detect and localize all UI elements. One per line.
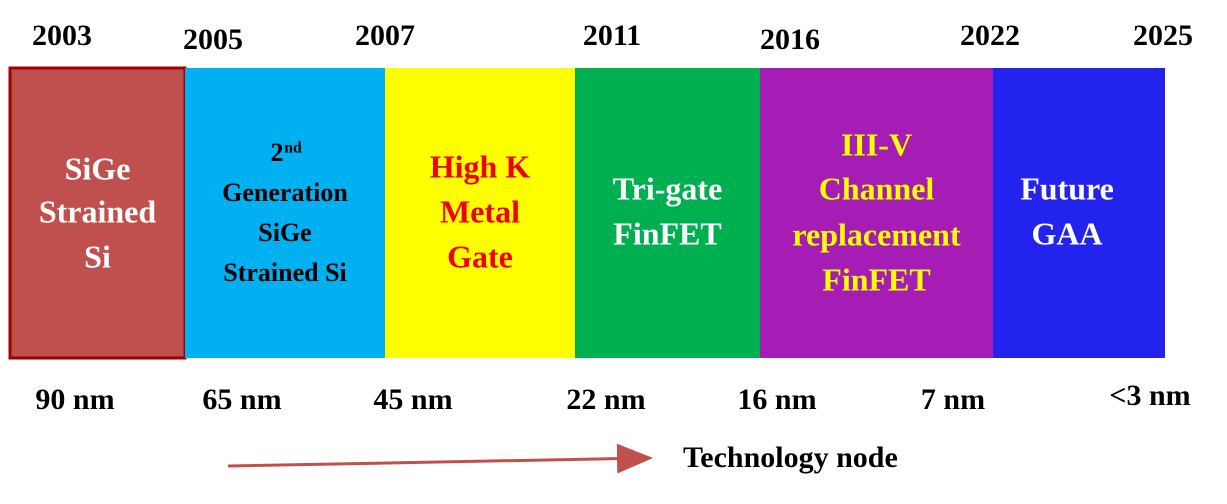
- block-label: replacement: [792, 216, 961, 252]
- year-label: 2011: [583, 19, 641, 52]
- node-label: 22 nm: [566, 383, 645, 416]
- node-label: <3 nm: [1109, 379, 1190, 412]
- block-label: Channel: [819, 170, 935, 206]
- year-label: 2025: [1133, 19, 1193, 52]
- timeline-block: [185, 68, 385, 358]
- node-label: 90 nm: [35, 383, 114, 416]
- year-label: 2007: [355, 19, 415, 52]
- arrow: [227, 443, 653, 474]
- block-label: FinFET: [822, 261, 930, 297]
- year-label: 2016: [760, 23, 820, 56]
- block-label: III-V: [841, 126, 912, 162]
- node-label: 16 nm: [737, 383, 816, 416]
- axis-label: Technology node: [683, 441, 898, 474]
- node-label: 45 nm: [373, 383, 452, 416]
- timeline-block: [575, 68, 760, 358]
- block-label: SiGe: [258, 218, 311, 247]
- node-label: 65 nm: [202, 383, 281, 416]
- block-label: Future: [1020, 170, 1114, 206]
- block-label: Strained: [39, 193, 157, 229]
- year-label: 2022: [960, 19, 1020, 52]
- timeline-block: [8, 66, 187, 360]
- block-label: SiGe: [65, 150, 131, 186]
- block-label: FinFET: [613, 215, 721, 251]
- node-label: 7 nm: [921, 383, 985, 416]
- block-label: High K: [430, 148, 531, 184]
- block-label: Tri-gate: [613, 170, 723, 206]
- block-label: Strained Si: [223, 258, 347, 287]
- block-label: Gate: [447, 238, 513, 274]
- timeline-block: [760, 68, 993, 358]
- block-label: GAA: [1031, 215, 1102, 251]
- year-label: 2005: [183, 23, 243, 56]
- year-label: 2003: [32, 19, 92, 52]
- block-label: Generation: [222, 178, 348, 207]
- block-label-ordinal-suffix: nd: [284, 140, 302, 157]
- timeline-block: [385, 68, 575, 358]
- block-label: Metal: [440, 193, 520, 229]
- timeline-block: [993, 68, 1165, 358]
- block-label: Si: [84, 238, 111, 274]
- block-label-ordinal: 2: [271, 138, 284, 167]
